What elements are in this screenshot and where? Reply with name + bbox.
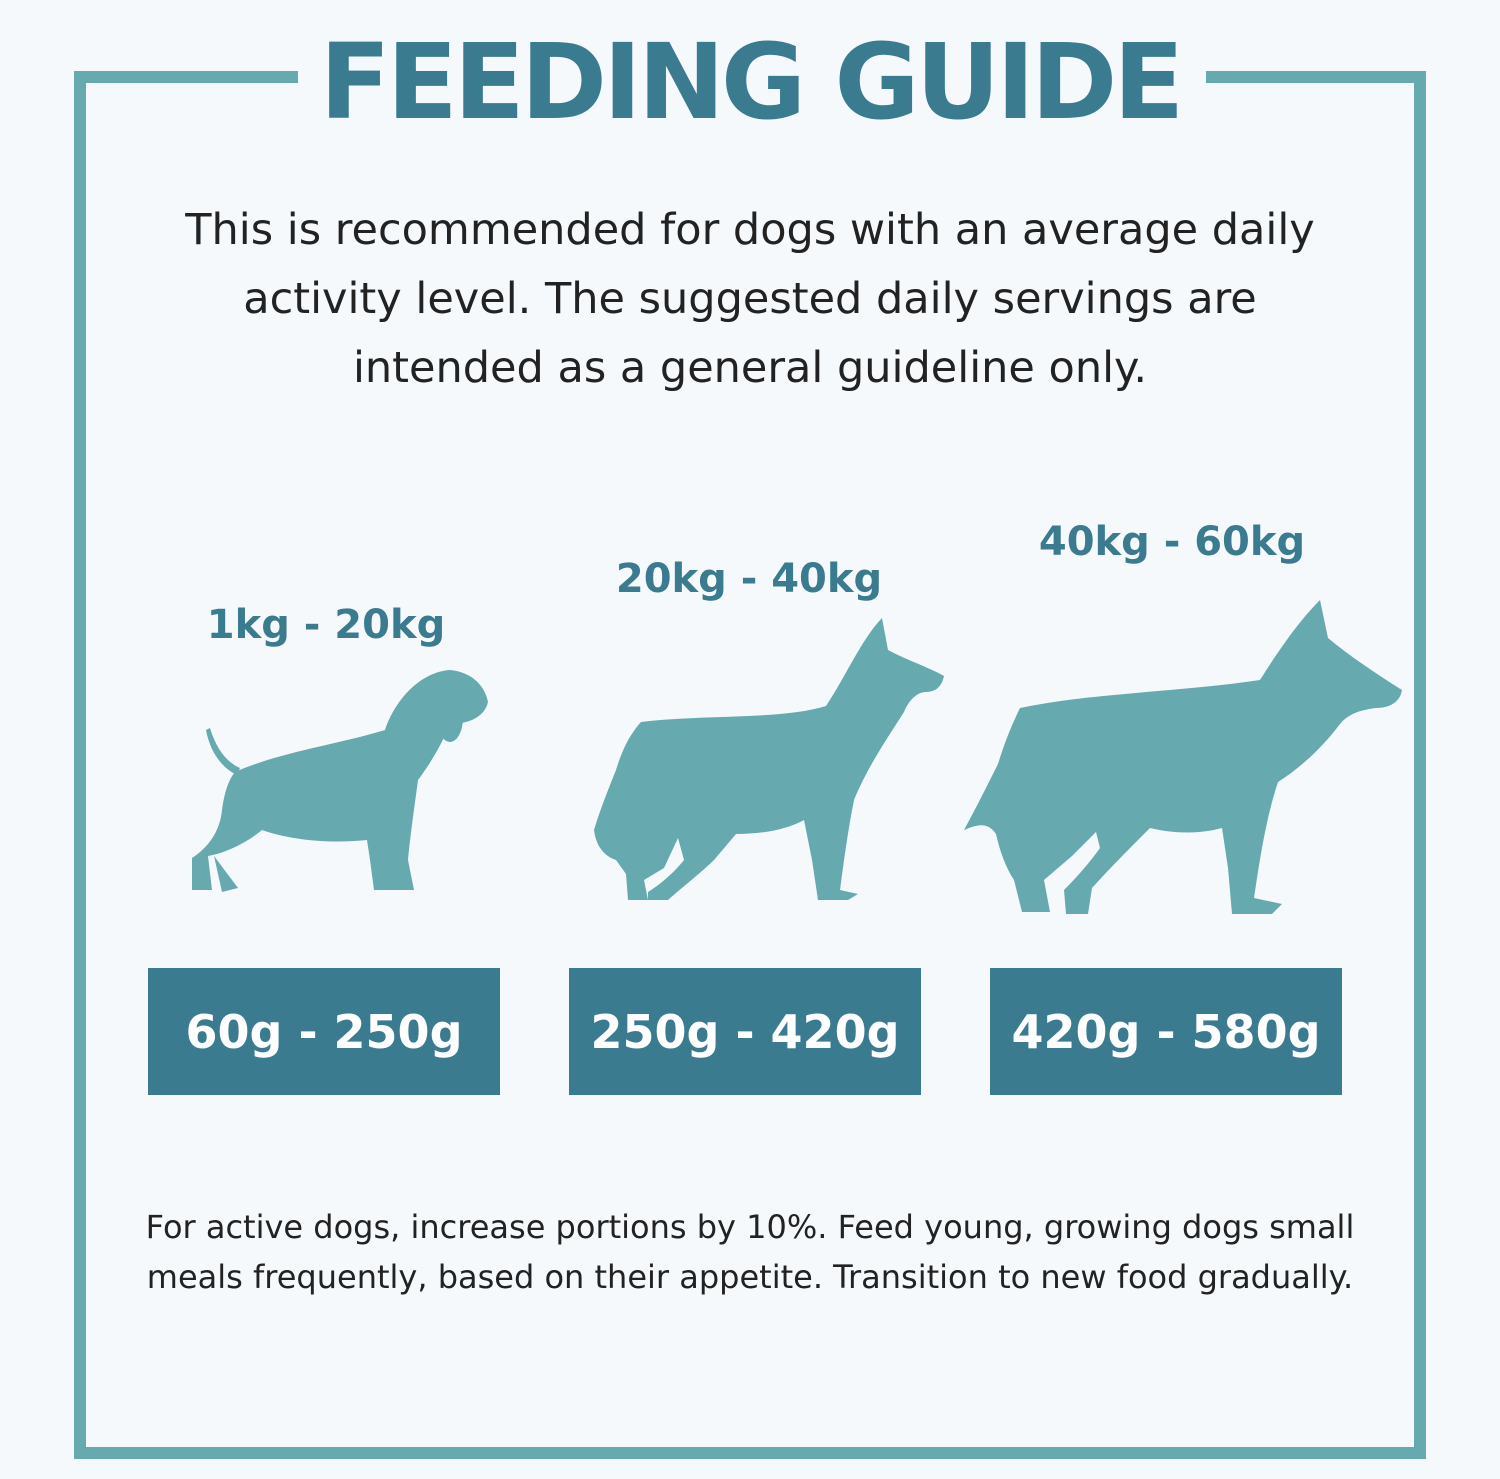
page-title: FEEDING GUIDE <box>319 21 1185 143</box>
small-dog-icon <box>192 670 488 892</box>
frame-top-right <box>1206 71 1426 83</box>
portion-value-medium: 250g - 420g <box>590 1004 900 1059</box>
portion-box-medium: 250g - 420g <box>569 968 921 1095</box>
footnote-text: For active dogs, increase portions by 10… <box>145 1208 1355 1296</box>
frame-right <box>1414 71 1426 1459</box>
portion-value-small: 60g - 250g <box>185 1004 463 1059</box>
portion-value-large: 420g - 580g <box>1011 1004 1321 1059</box>
intro-text: This is recommended for dogs with an ave… <box>185 205 1315 393</box>
portion-box-large: 420g - 580g <box>990 968 1342 1095</box>
weight-label-medium: 20kg - 40kg <box>615 556 883 602</box>
medium-dog-icon <box>594 618 944 900</box>
large-dog-icon <box>964 600 1402 914</box>
portion-box-small: 60g - 250g <box>148 968 500 1095</box>
frame-top-left <box>74 71 298 83</box>
weight-label-small: 1kg - 20kg <box>206 602 446 648</box>
frame-bottom <box>74 1447 1426 1459</box>
frame-left <box>74 71 86 1459</box>
weight-label-large: 40kg - 60kg <box>1038 519 1306 565</box>
